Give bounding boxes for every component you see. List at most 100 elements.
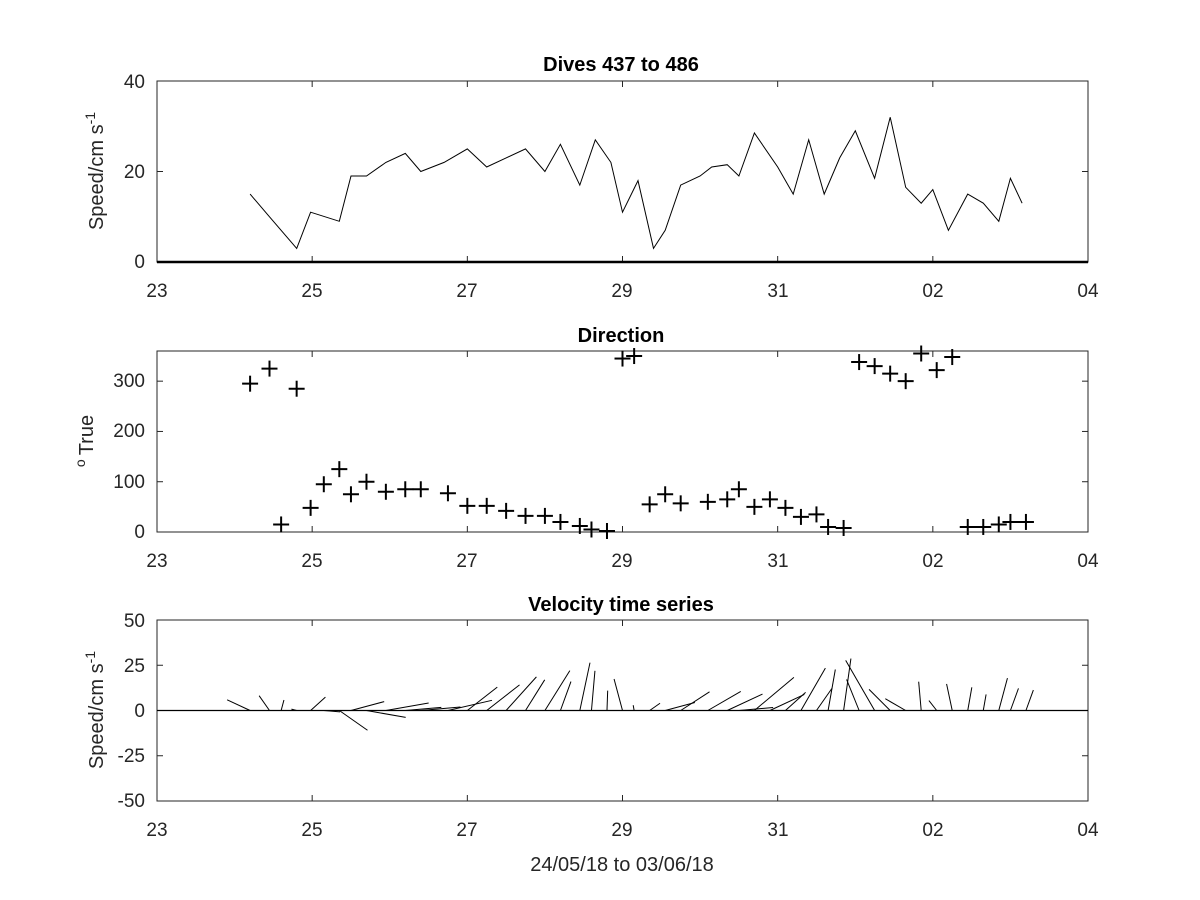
direction-point — [851, 354, 868, 371]
direction-point — [536, 507, 553, 524]
direction-point — [913, 345, 930, 362]
direction-point — [792, 508, 809, 525]
velocity-stick — [785, 691, 806, 711]
direction-panel: Direction 0 100 200 300 23 25 27 29 31 0… — [72, 325, 1099, 572]
direction-axes-box — [156, 350, 1089, 533]
direction-point — [672, 495, 689, 512]
direction-point — [626, 348, 643, 365]
velocity-stick — [918, 681, 922, 711]
velocity-x-tick-labels: 23 25 27 29 31 02 04 — [146, 820, 1099, 841]
velocity-panel-title: Velocity time series — [528, 594, 714, 616]
x-tick-label: 23 — [146, 551, 167, 572]
direction-point — [397, 481, 414, 498]
velocity-stick — [665, 702, 696, 711]
y-tick-label: 100 — [113, 472, 145, 493]
velocity-series — [157, 658, 1088, 731]
x-tick-label: 31 — [767, 551, 788, 572]
velocity-stick — [845, 660, 876, 711]
velocity-stick — [226, 699, 251, 711]
velocity-stick — [816, 687, 833, 711]
direction-point — [882, 365, 899, 382]
x-axis-label: 24/05/18 to 03/06/18 — [530, 854, 714, 876]
speed-x-tick-labels: 23 25 27 29 31 02 04 — [146, 281, 1099, 302]
velocity-stick — [258, 695, 270, 711]
direction-point — [478, 497, 495, 514]
velocity-stick — [505, 676, 537, 711]
velocity-stick — [544, 670, 571, 711]
velocity-stick — [846, 679, 860, 711]
velocity-stick — [946, 683, 953, 711]
x-tick-label: 23 — [146, 820, 167, 841]
velocity-y-tick-labels: -50 -25 0 25 50 — [118, 611, 145, 812]
x-tick-label: 27 — [456, 551, 477, 572]
y-tick-label: 20 — [124, 162, 145, 183]
direction-point — [552, 513, 569, 530]
x-tick-label: 31 — [767, 820, 788, 841]
direction-series — [242, 345, 1034, 539]
x-tick-label: 27 — [456, 281, 477, 302]
speed-panel: Dives 437 to 486 0 20 40 23 25 27 29 31 … — [82, 54, 1099, 302]
velocity-stick — [998, 678, 1008, 711]
direction-point — [302, 499, 319, 516]
x-tick-label: 23 — [146, 281, 167, 302]
y-tick-label: 40 — [124, 72, 145, 93]
direction-point — [288, 380, 305, 397]
velocity-stick — [928, 700, 938, 711]
velocity-y-axis-label: Speed/cm s-1 — [82, 651, 108, 769]
direction-point — [820, 518, 837, 535]
direction-point — [459, 497, 476, 514]
direction-point — [571, 517, 588, 534]
direction-point — [498, 502, 515, 519]
direction-point — [699, 493, 716, 510]
y-tick-label: 200 — [113, 421, 145, 442]
direction-point — [242, 375, 259, 392]
direction-point — [928, 362, 945, 379]
velocity-stick — [827, 669, 836, 711]
y-tick-label: -25 — [118, 746, 145, 767]
velocity-stick — [280, 699, 285, 711]
velocity-stick — [613, 678, 623, 711]
y-tick-label: 0 — [134, 701, 145, 722]
direction-point — [439, 485, 456, 502]
velocity-stick — [967, 687, 973, 711]
velocity-panel: Velocity time series -50 -25 0 25 50 23 … — [82, 594, 1099, 841]
velocity-stick — [1025, 689, 1034, 711]
direction-y-axis-label: oTrue — [72, 415, 98, 467]
y-tick-label: -50 — [118, 791, 145, 812]
direction-point — [944, 349, 961, 366]
y-tick-label: 300 — [113, 371, 145, 392]
direction-grid-ticks — [156, 351, 1089, 533]
x-tick-label: 02 — [922, 281, 943, 302]
direction-point — [331, 461, 348, 478]
velocity-stick — [559, 681, 572, 711]
direction-point — [761, 491, 778, 508]
direction-point — [746, 498, 763, 515]
direction-point — [808, 506, 825, 523]
velocity-stick — [632, 705, 635, 711]
velocity-stick — [323, 710, 341, 713]
direction-y-tick-labels: 0 100 200 300 — [113, 371, 145, 543]
velocity-stick — [447, 699, 493, 711]
velocity-stick — [350, 701, 385, 711]
velocity-stick — [885, 698, 906, 711]
x-tick-label: 29 — [611, 281, 632, 302]
speed-y-axis-label: Speed/cm s-1 — [82, 112, 108, 230]
direction-point — [959, 518, 976, 535]
x-tick-label: 04 — [1077, 551, 1099, 572]
direction-point — [975, 518, 992, 535]
velocity-stick — [467, 686, 498, 711]
direction-point — [261, 360, 278, 377]
velocity-stick — [366, 710, 406, 718]
x-tick-label: 04 — [1077, 281, 1099, 302]
velocity-stick — [1009, 688, 1019, 711]
direction-point — [358, 473, 375, 490]
y-tick-label: 25 — [124, 656, 145, 677]
direction-point — [835, 519, 852, 536]
direction-point — [273, 516, 290, 533]
speed-series — [157, 117, 1088, 264]
y-tick-label: 0 — [134, 522, 145, 543]
direction-point — [990, 516, 1007, 533]
velocity-stick — [579, 662, 591, 711]
direction-point — [1002, 513, 1019, 530]
